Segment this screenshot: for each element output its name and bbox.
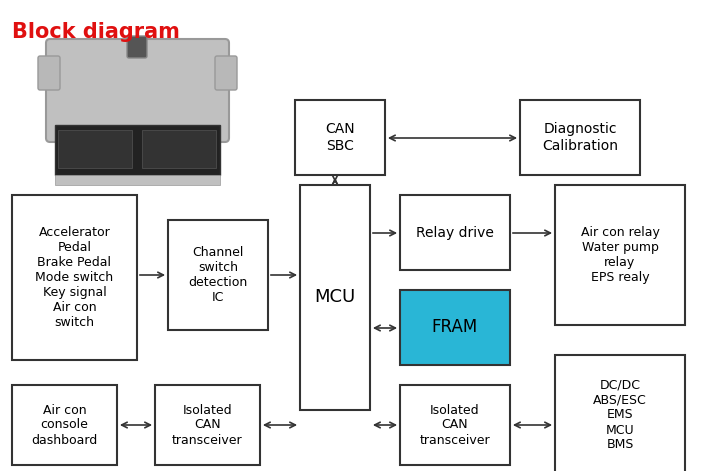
Bar	[400, 195, 510, 270]
Bar	[155, 385, 260, 465]
Text: Air con relay
Water pump
relay
EPS realy: Air con relay Water pump relay EPS realy	[581, 226, 659, 284]
Text: Relay drive: Relay drive	[416, 226, 494, 239]
Text: FRAM: FRAM	[432, 318, 478, 336]
FancyBboxPatch shape	[127, 36, 147, 58]
Bar	[520, 100, 640, 175]
Text: CAN
SBC: CAN SBC	[325, 122, 355, 153]
Text: Accelerator
Pedal
Brake Pedal
Mode switch
Key signal
Air con
switch: Accelerator Pedal Brake Pedal Mode switc…	[36, 226, 113, 329]
Bar	[58, 130, 132, 168]
Bar	[555, 355, 685, 471]
Text: Isolated
CAN
transceiver: Isolated CAN transceiver	[172, 404, 243, 447]
FancyBboxPatch shape	[46, 39, 229, 142]
Text: MCU: MCU	[314, 289, 356, 307]
Bar	[168, 220, 268, 330]
FancyBboxPatch shape	[215, 56, 237, 90]
Bar	[300, 185, 370, 410]
Bar	[555, 185, 685, 325]
Bar	[295, 100, 385, 175]
Bar	[142, 130, 216, 168]
Bar	[12, 195, 137, 360]
FancyBboxPatch shape	[38, 56, 60, 90]
FancyBboxPatch shape	[55, 125, 220, 175]
Text: Isolated
CAN
transceiver: Isolated CAN transceiver	[419, 404, 490, 447]
Text: DC/DC
ABS/ESC
EMS
MCU
BMS: DC/DC ABS/ESC EMS MCU BMS	[593, 379, 647, 452]
Text: Channel
switch
detection
IC: Channel switch detection IC	[188, 246, 248, 304]
Bar	[12, 385, 117, 465]
Text: Air con
console
dashboard: Air con console dashboard	[31, 404, 97, 447]
Text: Diagnostic
Calibration: Diagnostic Calibration	[542, 122, 618, 153]
Text: Block diagram: Block diagram	[12, 22, 180, 42]
Bar	[400, 290, 510, 365]
Bar	[55, 175, 220, 185]
Bar	[400, 385, 510, 465]
